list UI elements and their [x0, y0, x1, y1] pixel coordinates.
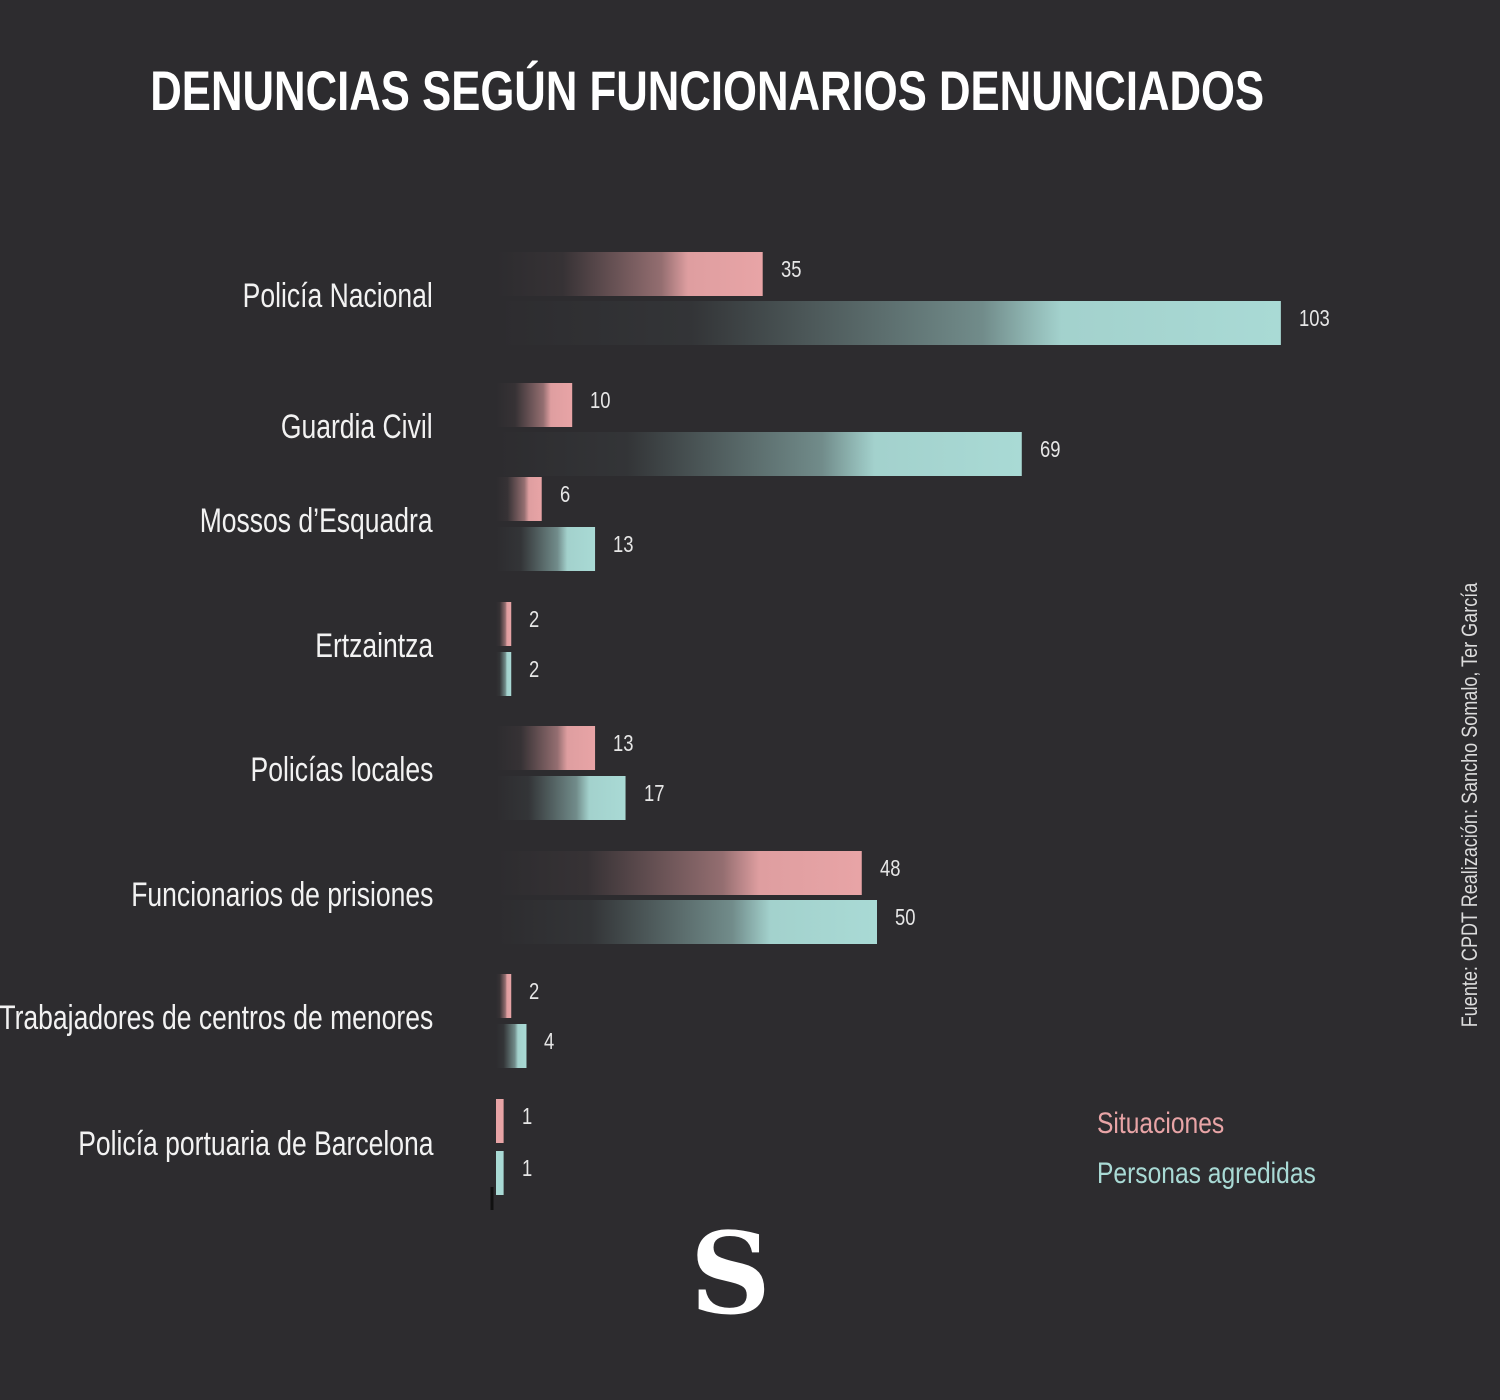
source-credit: Fuente: CPDT Realización: Sancho Somalo,…	[1457, 582, 1482, 1028]
value-label-funcionarios-de-prisiones-personas-agredidas: 50	[895, 904, 916, 930]
bar-trabajadores-de-centros-de-menores-personas-agredidas	[496, 1024, 527, 1068]
bar-policia-nacional-personas-agredidas	[496, 301, 1281, 345]
value-label-trabajadores-de-centros-de-menores-situaciones: 2	[529, 978, 540, 1004]
value-label-ertzaintza-situaciones: 2	[529, 606, 540, 632]
value-label-ertzaintza-personas-agredidas: 2	[529, 656, 540, 682]
bar-guardia-civil-situaciones	[496, 383, 573, 427]
bar-funcionarios-de-prisiones-situaciones	[496, 851, 862, 895]
value-label-policia-portuaria-de-barcelona-situaciones: 1	[521, 1103, 532, 1129]
bar-ertzaintza-situaciones	[496, 602, 512, 646]
value-label-mossos-d-esquadra-personas-agredidas: 13	[613, 531, 634, 557]
chart-title: DENUNCIAS SEGÚN FUNCIONARIOS DENUNCIADOS	[150, 59, 1265, 122]
bar-mossos-d-esquadra-personas-agredidas	[496, 527, 596, 571]
publication-logo: S	[690, 1209, 771, 1340]
bar-mossos-d-esquadra-situaciones	[496, 477, 542, 521]
bar-funcionarios-de-prisiones-personas-agredidas	[496, 900, 877, 944]
value-label-guardia-civil-situaciones: 10	[590, 387, 611, 413]
bar-ertzaintza-personas-agredidas	[496, 652, 512, 696]
value-label-policia-portuaria-de-barcelona-personas-agredidas: 1	[521, 1155, 532, 1181]
legend-personas-agredidas: Personas agredidas	[1097, 1157, 1316, 1190]
category-label-policias-locales: Policías locales	[250, 751, 433, 789]
category-label-mossos-d-esquadra: Mossos d’Esquadra	[200, 502, 433, 540]
bar-policia-portuaria-de-barcelona-situaciones	[496, 1099, 504, 1143]
bar-policias-locales-situaciones	[496, 726, 596, 770]
bar-trabajadores-de-centros-de-menores-situaciones	[496, 974, 512, 1018]
legend-situaciones: Situaciones	[1097, 1107, 1225, 1140]
category-label-guardia-civil: Guardia Civil	[281, 407, 433, 446]
category-label-funcionarios-de-prisiones: Funcionarios de prisiones	[130, 875, 433, 914]
value-label-mossos-d-esquadra-situaciones: 6	[559, 481, 570, 507]
value-label-funcionarios-de-prisiones-situaciones: 48	[879, 855, 901, 881]
value-label-policias-locales-personas-agredidas: 17	[643, 780, 665, 806]
value-label-policia-nacional-situaciones: 35	[780, 256, 802, 282]
value-label-policia-nacional-personas-agredidas: 103	[1298, 305, 1330, 331]
bar-policias-locales-personas-agredidas	[496, 776, 626, 820]
value-label-trabajadores-de-centros-de-menores-personas-agredidas: 4	[544, 1028, 555, 1054]
category-label-policia-portuaria-de-barcelona: Policía portuaria de Barcelona	[77, 1125, 433, 1163]
category-label-trabajadores-de-centros-de-menores: Trabajadores de centros de menores	[0, 999, 433, 1037]
bar-policia-nacional-situaciones	[496, 252, 763, 296]
bar-guardia-civil-personas-agredidas	[496, 432, 1022, 476]
value-label-guardia-civil-personas-agredidas: 69	[1039, 436, 1061, 462]
category-label-ertzaintza: Ertzaintza	[315, 627, 433, 665]
value-label-policias-locales-situaciones: 13	[613, 730, 634, 756]
category-label-policia-nacional: Policía Nacional	[242, 276, 433, 315]
bar-policia-portuaria-de-barcelona-personas-agredidas	[496, 1151, 504, 1195]
